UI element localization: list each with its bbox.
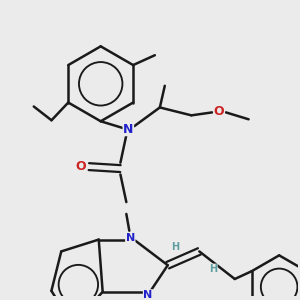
Text: N: N <box>123 123 134 136</box>
Text: O: O <box>214 105 224 118</box>
Text: N: N <box>143 290 153 300</box>
Text: N: N <box>126 232 135 243</box>
Text: H: H <box>172 242 180 253</box>
Text: H: H <box>209 264 217 274</box>
Text: O: O <box>76 160 86 173</box>
